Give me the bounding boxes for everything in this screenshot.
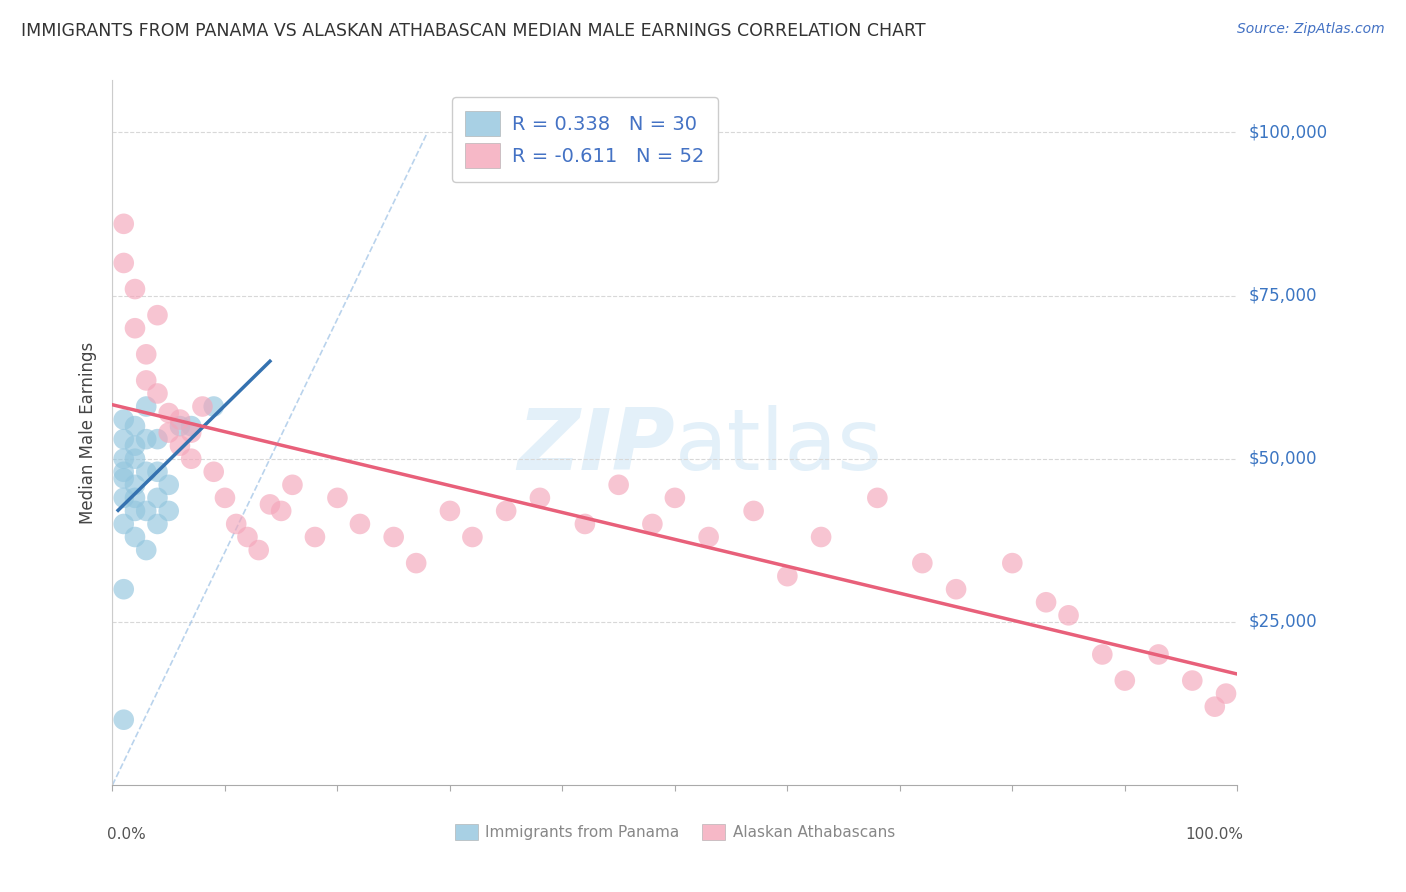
Y-axis label: Median Male Earnings: Median Male Earnings [79, 342, 97, 524]
Point [247, 543, 270, 558]
Point [1215, 687, 1237, 701]
Point [776, 569, 799, 583]
Point [1147, 648, 1170, 662]
Text: atlas: atlas [675, 405, 883, 488]
Text: $75,000: $75,000 [1249, 286, 1317, 304]
Point [124, 419, 146, 434]
Point [112, 582, 135, 597]
Point [124, 439, 146, 453]
Point [202, 465, 225, 479]
Text: 0.0%: 0.0% [107, 827, 146, 842]
Point [112, 491, 135, 505]
Point [191, 400, 214, 414]
Point [112, 465, 135, 479]
Point [304, 530, 326, 544]
Point [270, 504, 292, 518]
Text: Source: ZipAtlas.com: Source: ZipAtlas.com [1237, 22, 1385, 37]
Point [326, 491, 349, 505]
Point [281, 478, 304, 492]
Point [225, 516, 247, 531]
Point [1091, 648, 1114, 662]
Point [1035, 595, 1057, 609]
Point [1001, 556, 1024, 570]
Point [146, 386, 169, 401]
Point [124, 478, 146, 492]
Point [124, 321, 146, 335]
Text: IMMIGRANTS FROM PANAMA VS ALASKAN ATHABASCAN MEDIAN MALE EARNINGS CORRELATION CH: IMMIGRANTS FROM PANAMA VS ALASKAN ATHABA… [21, 22, 925, 40]
Point [135, 373, 157, 387]
Legend: R = 0.338   N = 30, R = -0.611   N = 52: R = 0.338 N = 30, R = -0.611 N = 52 [451, 97, 718, 182]
Point [112, 256, 135, 270]
Point [214, 491, 236, 505]
Point [135, 347, 157, 361]
Point [810, 530, 832, 544]
Point [866, 491, 889, 505]
Point [180, 425, 202, 440]
Text: 100.0%: 100.0% [1185, 827, 1243, 842]
Point [157, 504, 180, 518]
Point [135, 465, 157, 479]
Point [911, 556, 934, 570]
Point [112, 451, 135, 466]
Point [382, 530, 405, 544]
Point [112, 217, 135, 231]
Point [405, 556, 427, 570]
Point [259, 497, 281, 511]
Text: $50,000: $50,000 [1249, 450, 1317, 467]
Point [135, 400, 157, 414]
Point [112, 713, 135, 727]
Point [664, 491, 686, 505]
Point [157, 478, 180, 492]
Point [180, 451, 202, 466]
Point [169, 419, 191, 434]
Point [157, 425, 180, 440]
Point [124, 530, 146, 544]
Point [124, 491, 146, 505]
Point [157, 406, 180, 420]
Point [574, 516, 596, 531]
Point [697, 530, 720, 544]
Point [146, 308, 169, 322]
Point [529, 491, 551, 505]
Point [112, 432, 135, 446]
Point [146, 465, 169, 479]
Point [202, 400, 225, 414]
Point [1204, 699, 1226, 714]
Point [349, 516, 371, 531]
Point [439, 504, 461, 518]
Point [135, 543, 157, 558]
Point [180, 419, 202, 434]
Point [236, 530, 259, 544]
Point [1114, 673, 1136, 688]
Text: $25,000: $25,000 [1249, 613, 1317, 631]
Point [124, 282, 146, 296]
Point [607, 478, 630, 492]
Text: ZIP: ZIP [517, 405, 675, 488]
Point [146, 432, 169, 446]
Point [169, 439, 191, 453]
Point [742, 504, 765, 518]
Point [112, 412, 135, 426]
Text: $100,000: $100,000 [1249, 123, 1327, 142]
Point [169, 412, 191, 426]
Point [495, 504, 517, 518]
Point [1181, 673, 1204, 688]
Point [945, 582, 967, 597]
Point [146, 491, 169, 505]
Point [124, 451, 146, 466]
Point [135, 504, 157, 518]
Point [112, 471, 135, 485]
Point [135, 432, 157, 446]
Point [124, 504, 146, 518]
Point [146, 516, 169, 531]
Point [112, 516, 135, 531]
Point [1057, 608, 1080, 623]
Point [461, 530, 484, 544]
Point [641, 516, 664, 531]
